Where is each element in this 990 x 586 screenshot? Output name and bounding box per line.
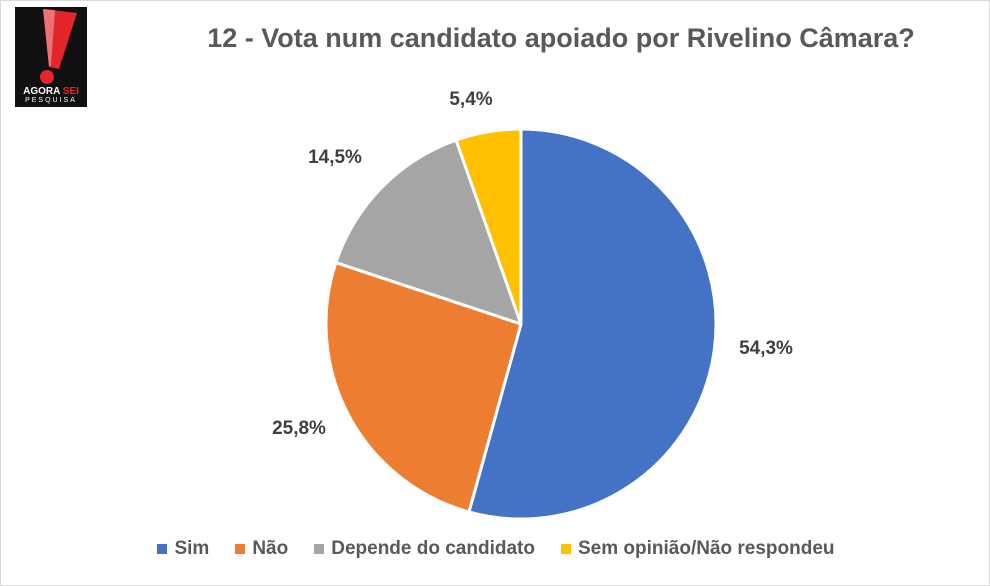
legend-swatch xyxy=(157,544,168,554)
legend-item: Depende do candidato xyxy=(314,538,535,560)
logo-subtitle: PESQUISA xyxy=(25,97,77,104)
pie-slice-nao xyxy=(324,261,523,514)
legend-swatch xyxy=(235,544,246,554)
legend-label: Depende do candidato xyxy=(331,538,535,559)
logo-wordmark: AGORA SEI xyxy=(23,86,79,97)
agora-sei-pesquisa-logo: AGORA SEI PESQUISA xyxy=(15,7,87,107)
data-label: 54,3% xyxy=(739,338,793,359)
chart-title: 12 - Vota num candidato apoiado por Rive… xyxy=(207,23,915,53)
legend-item: Não xyxy=(235,538,288,560)
pie-slice-sim xyxy=(467,127,718,521)
legend-label: Sim xyxy=(174,538,210,559)
legend-item: Sim xyxy=(157,538,209,560)
chart-legend: Sim Não Depende do candidato Sem opinião/Nã… xyxy=(1,538,989,560)
legend-label: Sem opinião/Não respondeu xyxy=(577,538,835,559)
legend-swatch xyxy=(560,544,571,554)
pie-slice-sem-opiniao-nao-respondeu xyxy=(454,127,523,326)
pie-slice-depende-do-candidato xyxy=(334,138,523,326)
legend-item: Sem opinião/Não respondeu xyxy=(560,538,835,560)
data-label: 5,4% xyxy=(449,89,492,110)
data-label: 25,8% xyxy=(272,418,326,439)
data-label: 14,5% xyxy=(308,147,362,168)
legend-swatch xyxy=(314,544,325,554)
exclamation-mark-icon xyxy=(40,9,77,84)
legend-label: Não xyxy=(252,538,289,559)
